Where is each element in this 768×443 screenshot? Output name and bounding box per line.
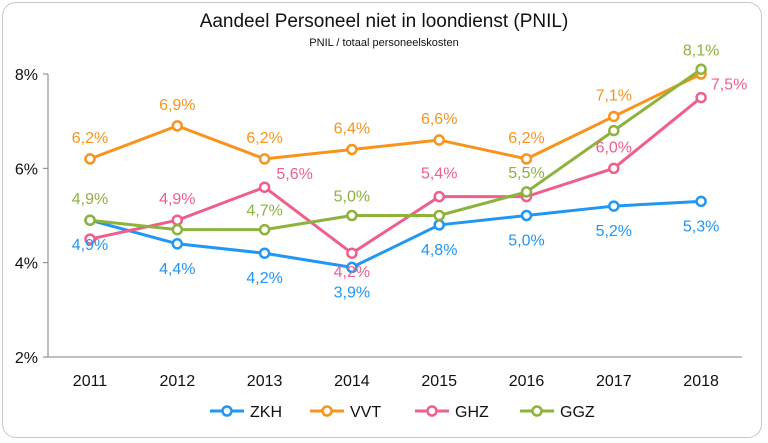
data-label-ghz: 6,0% (596, 139, 632, 156)
x-tick-label: 2015 (421, 373, 457, 390)
y-tick-label: 6% (15, 161, 38, 178)
x-tick-label: 2017 (596, 373, 632, 390)
data-label-zkh: 4,4% (159, 261, 195, 278)
data-label-ghz: 4,2% (334, 264, 370, 281)
data-point-zkh (433, 219, 445, 231)
data-label-ghz: 7,5% (711, 77, 747, 94)
data-point-ghz (84, 233, 96, 245)
data-label-ggz: 5,5% (508, 165, 544, 182)
data-label-ggz: 4,7% (246, 203, 282, 220)
data-label-ggz: 8,1% (683, 42, 719, 59)
data-label-vvt: 6,9% (159, 97, 195, 114)
legend-marker-zkh (221, 405, 233, 417)
x-tick-label: 2012 (160, 373, 196, 390)
data-label-vvt: 6,2% (508, 130, 544, 147)
data-point-zkh (258, 247, 271, 259)
data-label-vvt: 6,2% (72, 130, 108, 147)
y-tick-label: 2% (15, 350, 38, 367)
data-point-vvt (608, 110, 620, 123)
data-point-vvt (520, 153, 533, 165)
legend-label-ggz: GGZ (560, 404, 595, 421)
legend-label-zkh: ZKH (250, 404, 282, 421)
data-label-ghz: 5,6% (276, 166, 312, 183)
legend-marker-ggz (531, 405, 543, 417)
data-label-ggz: 5,0% (334, 189, 370, 206)
data-label-zkh: 3,9% (334, 284, 370, 301)
y-tick-label: 8% (15, 67, 38, 84)
data-point-ghz (346, 247, 358, 259)
series-line-zkh (89, 199, 702, 269)
data-label-zkh: 4,8% (421, 242, 457, 259)
legend-label-vvt: VVT (350, 404, 381, 421)
data-point-ggz (84, 214, 96, 226)
data-point-ghz (258, 181, 271, 193)
legend-label-ghz: GHZ (455, 404, 489, 421)
x-tick-label: 2011 (73, 373, 108, 390)
data-point-vvt (433, 134, 445, 146)
data-label-ghz: 4,9% (159, 191, 195, 208)
data-label-vvt: 7,1% (596, 87, 632, 104)
data-point-ghz (608, 162, 620, 175)
legend-marker-vvt (321, 405, 333, 417)
x-tick-label: 2014 (334, 373, 370, 390)
data-point-ggz (258, 223, 271, 236)
data-label-ghz: 5,4% (421, 166, 457, 183)
data-point-vvt (84, 153, 96, 165)
data-label-zkh: 5,2% (596, 223, 632, 240)
chart-subtitle: PNIL / totaal personeelskosten (309, 37, 459, 49)
data-point-ggz (695, 63, 707, 76)
data-point-ghz (171, 214, 184, 226)
data-point-vvt (258, 153, 271, 165)
chart-frame (2, 2, 762, 438)
legend-marker-ghz (426, 405, 438, 417)
x-tick-label: 2016 (509, 373, 545, 390)
series-line-ghz (89, 96, 703, 255)
data-label-zkh: 4,9% (72, 237, 108, 254)
data-point-ggz (520, 186, 533, 198)
data-point-ggz (608, 124, 620, 137)
data-point-ghz (695, 91, 707, 104)
data-label-vvt: 6,2% (246, 130, 282, 147)
data-point-zkh (520, 209, 533, 222)
data-label-vvt: 6,4% (334, 120, 370, 137)
data-label-vvt: 6,6% (421, 111, 457, 128)
data-label-zkh: 5,0% (508, 233, 544, 250)
data-point-ggz (346, 209, 358, 222)
series-line-ggz (89, 68, 702, 232)
chart-title: Aandeel Personeel niet in loondienst (PN… (199, 11, 569, 32)
data-point-zkh (346, 261, 358, 274)
data-point-zkh (608, 200, 620, 212)
data-label-zkh: 4,2% (246, 270, 282, 287)
data-point-vvt (171, 120, 184, 132)
x-tick-label: 2013 (247, 373, 283, 390)
data-point-ggz (171, 223, 184, 236)
data-point-zkh (695, 195, 707, 208)
data-point-zkh (171, 238, 184, 250)
data-label-ggz: 4,9% (72, 191, 108, 208)
data-label-zkh: 5,3% (683, 218, 719, 235)
y-tick-label: 4% (15, 256, 38, 273)
x-tick-label: 2018 (683, 373, 719, 390)
data-point-vvt (346, 143, 358, 156)
data-point-ggz (433, 209, 445, 222)
data-point-ghz (433, 190, 445, 203)
series-line-vvt (89, 72, 702, 161)
